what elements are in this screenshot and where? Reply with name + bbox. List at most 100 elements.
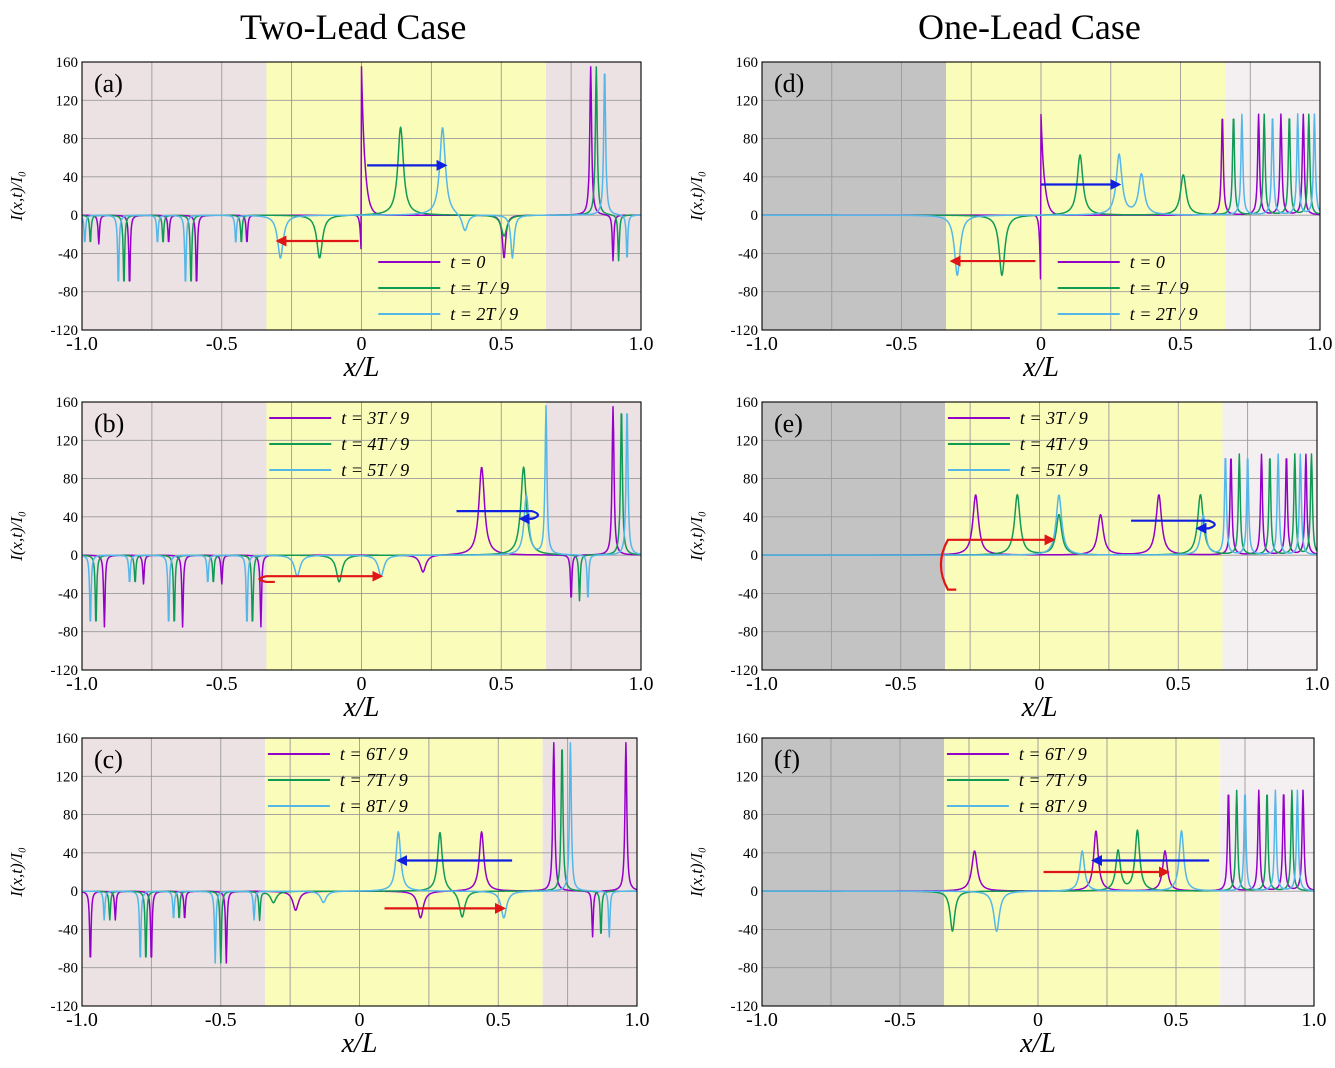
x-tick-label: -1.0 — [66, 1009, 98, 1031]
region-lead — [82, 402, 267, 670]
region-lead_light — [1222, 402, 1317, 670]
region-device — [266, 402, 546, 670]
region-lead — [542, 738, 637, 1006]
region-lead_light — [1220, 738, 1314, 1006]
legend-label: t = 0 — [450, 252, 485, 272]
region-lead — [82, 62, 267, 330]
panel-label: (f) — [774, 745, 800, 774]
x-tick-label: 1.0 — [625, 1009, 650, 1031]
x-tick-label: 0.5 — [489, 673, 514, 695]
y-tick-label: 160 — [736, 395, 759, 411]
y-axis-label: I(x,t)/I₀ — [7, 171, 26, 222]
two-lead-title: Two-Lead Case — [240, 7, 467, 47]
y-axis-label: I(x,t)/I₀ — [7, 847, 26, 898]
plot-frame — [81, 401, 642, 671]
y-tick-label: 0 — [71, 884, 79, 900]
y-tick-label: -120 — [51, 323, 79, 339]
y-axis-label: I(x,t)/I₀ — [687, 847, 706, 898]
y-tick-label: -40 — [738, 586, 758, 602]
y-tick-label: -40 — [58, 246, 78, 262]
region-device — [265, 738, 543, 1006]
y-tick-label: 160 — [736, 731, 759, 747]
region-lead_light — [1225, 62, 1320, 330]
y-tick-label: -120 — [51, 999, 79, 1015]
y-axis-label: I(x,t)/I₀ — [687, 511, 706, 562]
legend-label: t = 7T / 9 — [340, 770, 408, 790]
y-axis-label: I(x,t)/I₀ — [7, 511, 26, 562]
y-tick-label: -80 — [738, 961, 758, 977]
legend-label: t = 3T / 9 — [1020, 408, 1088, 428]
y-tick-label: -80 — [58, 625, 78, 641]
x-tick-label: 0.5 — [1164, 1009, 1189, 1031]
x-axis-label: x/L — [343, 352, 380, 383]
plot-frame — [81, 61, 642, 331]
y-tick-label: -80 — [58, 285, 78, 301]
y-tick-label: 120 — [736, 433, 759, 449]
x-tick-label: 0 — [1035, 673, 1045, 695]
series-line-3 — [761, 113, 1321, 277]
y-tick-label: -120 — [731, 323, 759, 339]
y-tick-label: 120 — [56, 433, 79, 449]
series-line-3 — [761, 453, 1318, 556]
y-tick-label: -120 — [731, 663, 759, 679]
legend-label: t = 5T / 9 — [1020, 460, 1088, 480]
x-tick-label: 0 — [357, 673, 367, 695]
legend-label: t = 3T / 9 — [341, 408, 409, 428]
y-tick-label: -120 — [51, 663, 79, 679]
legend-label: t = 8T / 9 — [340, 796, 408, 816]
y-tick-label: 40 — [63, 846, 78, 862]
y-tick-label: -40 — [738, 246, 758, 262]
legend-label: t = T / 9 — [450, 278, 509, 298]
x-tick-label: -1.0 — [746, 333, 778, 355]
x-tick-label: -0.5 — [884, 1009, 916, 1031]
y-tick-label: 40 — [743, 846, 758, 862]
y-tick-label: 80 — [743, 132, 758, 148]
x-tick-label: 0 — [1036, 333, 1046, 355]
region-lead — [82, 738, 266, 1006]
x-tick-label: -1.0 — [746, 673, 778, 695]
panel-label: (e) — [774, 409, 803, 438]
series-line-3 — [81, 742, 638, 964]
panel-label: (b) — [94, 409, 124, 438]
x-tick-label: -0.5 — [206, 673, 238, 695]
y-tick-label: 40 — [63, 170, 78, 186]
x-tick-label: 0 — [357, 333, 367, 355]
plot-frame — [81, 737, 638, 1007]
y-tick-label: 120 — [56, 769, 79, 785]
plot-frame — [761, 61, 1321, 331]
panel-label: (a) — [94, 69, 123, 98]
region-lead — [545, 402, 641, 670]
one-lead-title: One-Lead Case — [918, 7, 1141, 47]
x-axis-label: x/L — [341, 1028, 378, 1059]
y-tick-label: 80 — [63, 472, 78, 488]
y-tick-label: 80 — [743, 472, 758, 488]
region-grey — [762, 62, 947, 330]
legend-label: t = T / 9 — [1130, 278, 1189, 298]
x-tick-label: 0.5 — [489, 333, 514, 355]
region-grey — [762, 402, 946, 670]
x-tick-label: -1.0 — [66, 673, 98, 695]
y-tick-label: -80 — [58, 961, 78, 977]
series-line-3 — [81, 73, 642, 282]
plot-frame — [761, 737, 1315, 1007]
legend-label: t = 6T / 9 — [340, 744, 408, 764]
x-tick-label: 1.0 — [629, 333, 654, 355]
y-tick-label: 40 — [743, 510, 758, 526]
y-tick-label: 160 — [56, 731, 79, 747]
x-tick-label: -1.0 — [746, 1009, 778, 1031]
y-tick-label: 160 — [56, 55, 79, 71]
legend-label: t = 2T / 9 — [450, 304, 518, 324]
y-tick-label: 0 — [751, 884, 759, 900]
panel-c: 160 120 80 40 0 -40 -80 -120-1.0 -0.5 0 0.5 1.0 x/L I… — [7, 731, 650, 1059]
y-tick-label: 120 — [736, 769, 759, 785]
x-tick-label: 1.0 — [1302, 1009, 1327, 1031]
y-tick-label: 40 — [743, 170, 758, 186]
x-tick-label: 1.0 — [629, 673, 654, 695]
legend-label: t = 4T / 9 — [341, 434, 409, 454]
legend-label: t = 0 — [1130, 252, 1165, 272]
legend-label: t = 8T / 9 — [1019, 796, 1087, 816]
y-tick-label: 0 — [751, 208, 759, 224]
y-tick-label: -40 — [58, 586, 78, 602]
x-tick-label: -0.5 — [885, 673, 917, 695]
